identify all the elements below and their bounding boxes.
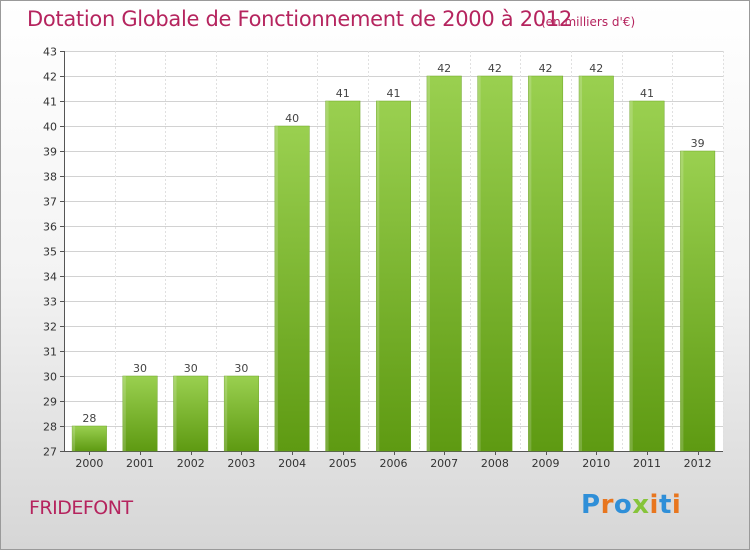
x-tick-label-2001: 2001 [126, 457, 154, 470]
bar-highlight [426, 76, 430, 451]
x-tick-label-2004: 2004 [278, 457, 306, 470]
bar-2005 [325, 100, 361, 452]
y-tick-label: 32 [43, 321, 57, 334]
bar-highlight [72, 426, 76, 451]
y-tick-label: 40 [43, 121, 57, 134]
bar-2006 [376, 100, 411, 452]
bar-highlight [680, 151, 684, 451]
logo-letter: i [649, 490, 659, 520]
x-tick-label-2002: 2002 [177, 457, 205, 470]
bar-2002 [173, 375, 209, 452]
y-tick-label: 31 [43, 346, 57, 359]
value-label-2005: 41 [336, 87, 350, 100]
bar-2008 [477, 75, 513, 452]
bar-highlight [477, 76, 481, 451]
logo-letter: r [600, 490, 614, 520]
city-name: FRIDEFONT [29, 497, 133, 519]
bar-highlight [122, 376, 126, 451]
value-label-2006: 41 [387, 87, 401, 100]
value-label-2000: 28 [82, 412, 96, 425]
bar-2007 [426, 75, 462, 452]
bar-highlight [629, 101, 633, 451]
y-tick-label: 41 [43, 96, 57, 109]
y-tick-label: 37 [43, 196, 57, 209]
y-tick-label: 28 [43, 421, 57, 434]
chart-title: Dotation Globale de Fonctionnement de 20… [27, 7, 572, 31]
x-tick-label-2000: 2000 [75, 457, 103, 470]
bar-highlight [376, 101, 380, 451]
bar-highlight [325, 101, 329, 451]
value-label-2003: 30 [234, 362, 248, 375]
x-tick-label-2008: 2008 [481, 457, 509, 470]
bar-highlight [224, 376, 228, 451]
value-label-2001: 30 [133, 362, 147, 375]
y-tick-label: 29 [43, 396, 57, 409]
x-tick-label-2009: 2009 [532, 457, 560, 470]
labels: 27 28 29 30 31 32 33 34 35 36 37 38 39 40 41 42 43 28 2000… [43, 46, 712, 471]
logo-letter: i [671, 490, 682, 520]
bar-2011 [629, 100, 665, 452]
y-tick-label: 36 [43, 221, 57, 234]
bar-highlight [579, 76, 583, 451]
y-tick-label: 42 [43, 71, 57, 84]
x-tick-label-2011: 2011 [633, 457, 661, 470]
bar-highlight [274, 126, 278, 451]
value-label-2009: 42 [539, 62, 553, 75]
y-tick-label: 38 [43, 171, 57, 184]
logo-letter: t [658, 490, 672, 520]
value-label-2010: 42 [589, 62, 603, 75]
value-label-2011: 41 [640, 87, 654, 100]
y-tick-label: 27 [43, 446, 57, 459]
axes [60, 51, 723, 455]
bar-highlight [173, 376, 177, 451]
value-label-2002: 30 [184, 362, 198, 375]
y-tick-label: 34 [43, 271, 57, 284]
y-tick-label: 35 [43, 246, 57, 259]
chart-subtitle: (en milliers d'€) [541, 15, 636, 29]
value-label-2012: 39 [691, 137, 705, 150]
y-tick-label: 43 [43, 46, 57, 59]
y-tick-label: 30 [43, 371, 57, 384]
x-tick-label-2005: 2005 [329, 457, 357, 470]
x-tick-label-2003: 2003 [227, 457, 255, 470]
x-tick-label-2012: 2012 [684, 457, 712, 470]
logo-letter: o [613, 490, 633, 520]
y-tick-label: 39 [43, 146, 57, 159]
bar-2004 [274, 125, 310, 452]
bar-2010 [578, 75, 614, 452]
y-tick-label: 33 [43, 296, 57, 309]
logo-letter: x [632, 490, 650, 520]
bar-2012 [680, 150, 716, 452]
bar-2001 [122, 375, 158, 452]
x-tick-label-2007: 2007 [430, 457, 458, 470]
proxiti-logo[interactable]: Proxiti [581, 490, 681, 520]
value-label-2008: 42 [488, 62, 502, 75]
value-label-2004: 40 [285, 112, 299, 125]
bar-2003 [223, 375, 259, 452]
bar-highlight [528, 76, 532, 451]
x-tick-label-2010: 2010 [582, 457, 610, 470]
logo-letter: P [581, 490, 601, 520]
x-tick-label-2006: 2006 [380, 457, 408, 470]
value-label-2007: 42 [437, 62, 451, 75]
bar-2000 [71, 425, 107, 452]
bar-2009 [528, 75, 564, 452]
bars [71, 75, 716, 452]
